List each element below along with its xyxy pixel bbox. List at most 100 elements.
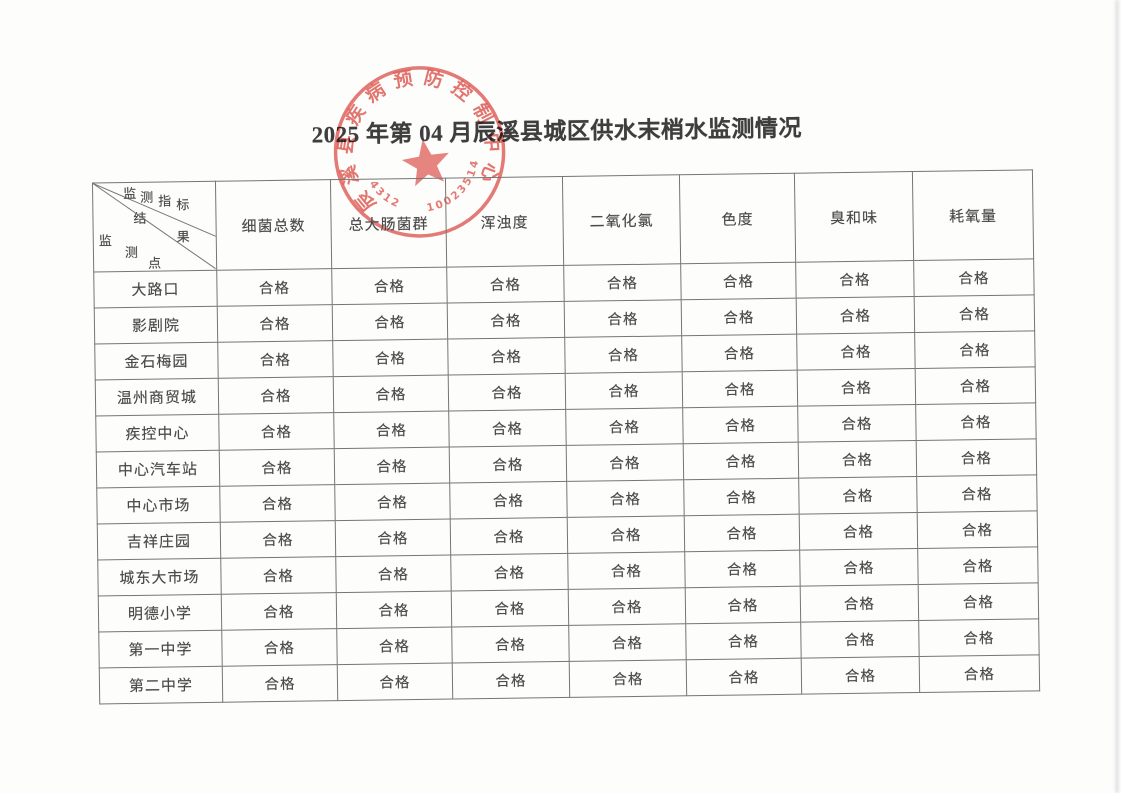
column-header: 色度 [679, 173, 796, 264]
result-cell: 合格 [332, 303, 448, 341]
result-cell: 合格 [568, 623, 687, 662]
result-cell: 合格 [914, 330, 1036, 369]
corner-label-char: 指 [158, 193, 172, 209]
column-header: 二氧化氯 [562, 174, 681, 266]
result-cell: 合格 [684, 550, 801, 588]
result-cell: 合格 [218, 412, 335, 451]
site-cell: 中心市场 [96, 486, 221, 524]
result-cell: 合格 [567, 551, 686, 590]
result-cell: 合格 [685, 586, 801, 624]
corner-label-char: 点 [148, 255, 162, 271]
result-cell: 合格 [801, 656, 920, 695]
result-cell: 合格 [681, 298, 797, 336]
site-cell: 城东大市场 [97, 558, 222, 596]
site-cell: 疾控中心 [95, 414, 220, 452]
result-cell: 合格 [680, 262, 797, 300]
result-cell: 合格 [796, 332, 916, 371]
result-cell: 合格 [446, 265, 565, 304]
result-cell: 合格 [919, 654, 1040, 693]
result-cell: 合格 [450, 517, 568, 556]
corner-label-char: 测 [140, 189, 154, 205]
result-cell: 合格 [565, 407, 684, 446]
result-cell: 合格 [686, 658, 802, 696]
result-cell: 合格 [915, 402, 1037, 441]
result-cell: 合格 [683, 478, 800, 516]
result-cell: 合格 [800, 620, 920, 659]
result-cell: 合格 [797, 404, 917, 443]
result-cell: 合格 [449, 481, 568, 520]
result-cell: 合格 [449, 445, 567, 484]
result-cell: 合格 [685, 622, 802, 660]
result-cell: 合格 [918, 618, 1040, 657]
column-header: 细菌总数 [215, 179, 332, 271]
result-cell: 合格 [798, 440, 917, 479]
result-cell: 合格 [336, 591, 452, 629]
site-cell: 金石梅园 [94, 342, 219, 380]
result-cell: 合格 [447, 301, 565, 340]
result-cell: 合格 [337, 663, 453, 701]
seal-ring [333, 66, 506, 238]
result-cell: 合格 [797, 368, 916, 407]
result-cell: 合格 [566, 479, 685, 518]
column-header: 总大肠菌群 [330, 178, 447, 269]
result-cell: 合格 [917, 546, 1039, 585]
result-cell: 合格 [916, 474, 1038, 513]
result-cell: 合格 [916, 438, 1037, 477]
result-cell: 合格 [682, 370, 798, 408]
result-cell: 合格 [799, 512, 918, 551]
result-cell: 合格 [563, 263, 682, 302]
site-cell: 吉祥庄园 [97, 522, 221, 560]
corner-label-char: 监 [98, 233, 112, 249]
site-cell: 中心汽车站 [96, 450, 220, 488]
result-cell: 合格 [448, 409, 567, 448]
corner-diagonal-lines [92, 183, 217, 270]
result-cell: 合格 [221, 592, 337, 631]
result-cell: 合格 [222, 664, 338, 703]
result-cell: 合格 [564, 335, 683, 374]
result-cell: 合格 [450, 553, 569, 592]
result-cell: 合格 [684, 514, 800, 552]
result-cell: 合格 [914, 294, 1035, 333]
result-cell: 合格 [917, 510, 1038, 549]
result-cell: 合格 [335, 555, 452, 593]
site-cell: 明德小学 [98, 594, 222, 632]
column-header: 臭和味 [794, 171, 914, 263]
result-cell: 合格 [798, 476, 918, 515]
corner-cell: 监测指标结果监测点 [92, 181, 217, 272]
result-cell: 合格 [682, 406, 799, 444]
result-cell: 合格 [219, 484, 336, 523]
result-cell: 合格 [918, 582, 1039, 621]
result-cell: 合格 [333, 411, 450, 449]
result-cell: 合格 [567, 515, 685, 554]
result-cell: 合格 [915, 366, 1036, 405]
column-header: 耗氧量 [912, 169, 1034, 261]
result-cell: 合格 [451, 589, 569, 628]
page-title: 2025 年第 04 月辰溪县城区供水末梢水监测情况 [311, 115, 803, 148]
result-cell: 合格 [448, 373, 566, 412]
result-cell: 合格 [217, 340, 334, 379]
site-cell: 第二中学 [99, 666, 223, 704]
result-cell: 合格 [220, 556, 337, 595]
result-cell: 合格 [452, 661, 570, 700]
corner-label-char: 标 [176, 197, 190, 213]
result-cell: 合格 [217, 304, 333, 343]
header-row: 监测指标结果监测点 细菌总数 总大肠菌群 浑浊度 二氧化氯 色度 臭和味 耗氧量 [92, 169, 1034, 272]
result-cell: 合格 [800, 584, 919, 623]
site-cell: 温州商贸城 [95, 378, 219, 416]
result-cell: 合格 [566, 443, 684, 482]
result-cell: 合格 [334, 447, 450, 485]
result-cell: 合格 [332, 339, 449, 377]
corner-label-char: 果 [176, 229, 190, 245]
site-cell: 第一中学 [98, 630, 223, 668]
result-cell: 合格 [335, 519, 451, 557]
result-cell: 合格 [799, 548, 919, 587]
result-cell: 合格 [795, 260, 915, 299]
result-cell: 合格 [219, 448, 335, 487]
scan-edge-shadow [1115, 0, 1119, 793]
result-cell: 合格 [565, 371, 683, 410]
corner-label-char: 监 [123, 185, 137, 202]
result-cell: 合格 [220, 520, 336, 559]
result-cell: 合格 [336, 627, 453, 665]
